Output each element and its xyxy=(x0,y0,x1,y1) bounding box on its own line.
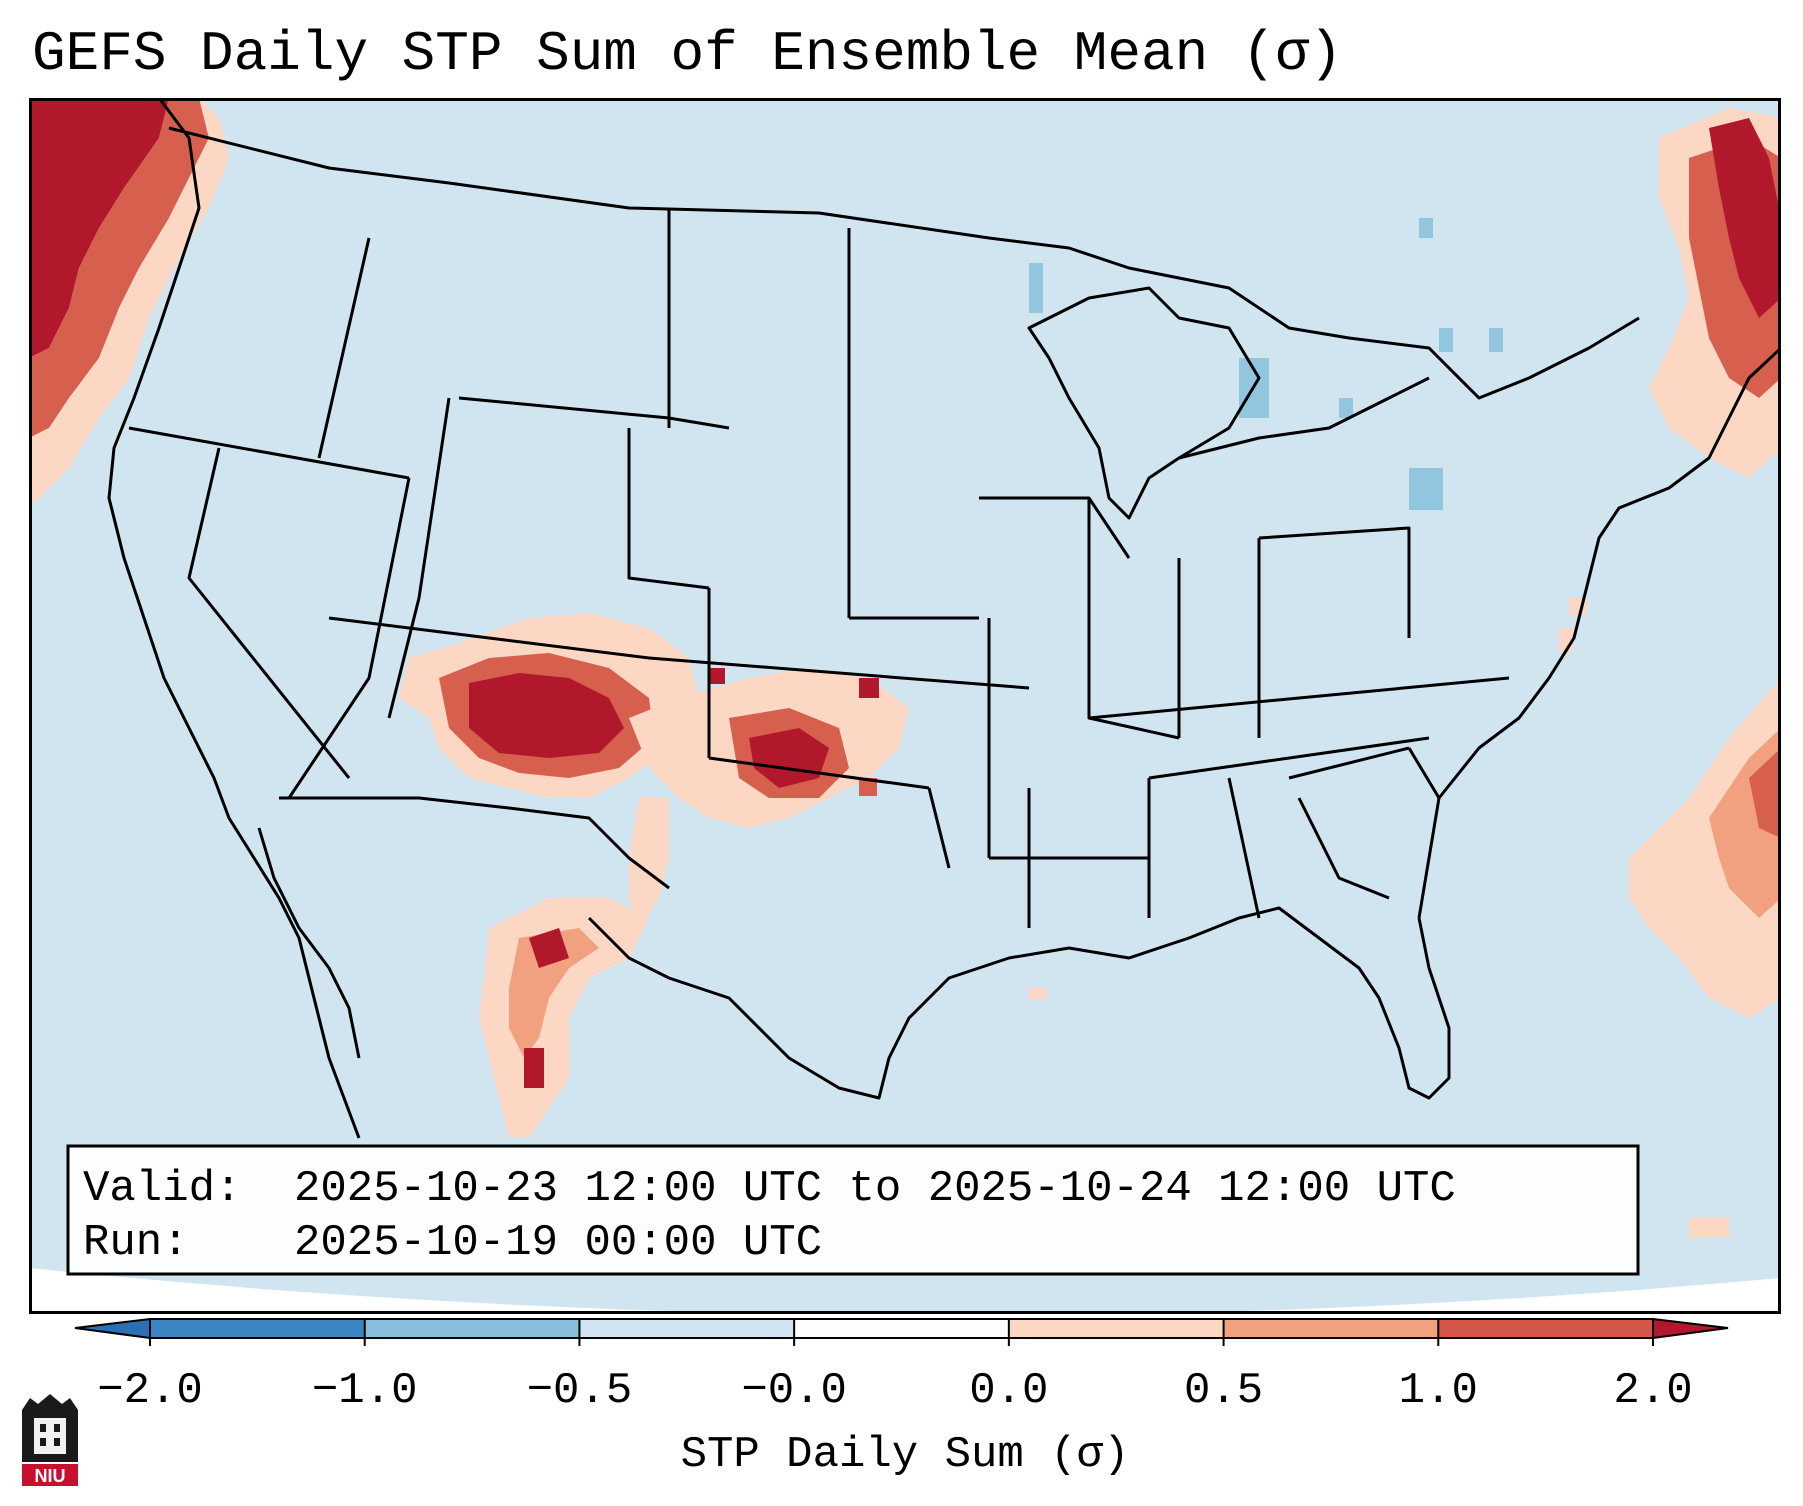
anomaly-pacific-nw-mid xyxy=(29,98,209,438)
coastline-east xyxy=(1417,346,1781,919)
anomaly-mexico-high xyxy=(524,928,569,1088)
colorbar-tick-label: −0.0 xyxy=(741,1366,847,1416)
anomaly-negative-cell xyxy=(1029,263,1043,313)
colorbar-under-arrow xyxy=(74,1317,151,1340)
anomaly-cell xyxy=(709,668,725,684)
colorbar-tick-label: −1.0 xyxy=(312,1366,418,1416)
colorbar-tick-label: −0.5 xyxy=(527,1366,633,1416)
info-box: Valid: 2025-10-23 12:00 UTC to 2025-10-2… xyxy=(66,1144,1640,1276)
colorbar-over-arrow xyxy=(1652,1317,1729,1340)
colorbar-bin xyxy=(364,1319,580,1338)
colorbar-label: STP Daily Sum (σ) xyxy=(681,1430,1130,1480)
anomaly-four-corners-high xyxy=(469,673,624,758)
run-value: 2025-10-19 00:00 UTC xyxy=(294,1218,822,1268)
state-lines-south xyxy=(989,746,1441,928)
niu-logo-band xyxy=(22,1464,78,1486)
anomaly-negative-cell xyxy=(1409,468,1443,510)
colorbar-tick-label: 0.0 xyxy=(969,1366,1048,1416)
anomaly-cell xyxy=(1689,1218,1729,1238)
state-lines-plains xyxy=(648,208,1030,869)
niu-logo-text: NIU xyxy=(35,1466,66,1486)
colorbar-bin xyxy=(1008,1319,1225,1338)
valid-value: 2025-10-23 12:00 UTC to 2025-10-24 12:00… xyxy=(294,1164,1456,1214)
anomaly-pacific-nw-low xyxy=(29,98,229,508)
stp-map[interactable]: Valid: 2025-10-23 12:00 UTC to 2025-10-2… xyxy=(29,98,1781,1314)
coastline-gulf xyxy=(587,906,1451,1100)
colorbar-tick-label: 1.0 xyxy=(1399,1366,1478,1416)
colorbar-bin xyxy=(150,1319,366,1338)
coastline-baja xyxy=(257,827,361,1059)
map-boundaries xyxy=(107,98,1781,1139)
stp-field xyxy=(29,98,1781,1238)
anomaly-negative-cell xyxy=(1419,218,1433,238)
anomaly-maritimes-high xyxy=(1709,118,1781,318)
colorbar-tick-label: 2.0 xyxy=(1613,1366,1692,1416)
anomaly-mexico-trail xyxy=(629,798,669,928)
anomaly-negative-cell xyxy=(1339,398,1353,418)
colorbar-bin xyxy=(794,1319,1010,1338)
state-lines-midwest xyxy=(979,496,1510,780)
niu-logo: NIU xyxy=(22,1394,78,1486)
projection-edge xyxy=(29,1268,1781,1314)
map-frame xyxy=(29,98,1781,1314)
anomaly-negative-cell xyxy=(1489,328,1503,352)
colorbar-tick-label: −2.0 xyxy=(97,1366,203,1416)
anomaly-atlantic-low xyxy=(1629,678,1781,1018)
border-canada xyxy=(168,126,1640,400)
anomaly-atlantic-high xyxy=(1749,748,1781,838)
border-mexico xyxy=(279,796,670,890)
colorbar-bin xyxy=(1223,1319,1439,1338)
map-panel[interactable]: Valid: 2025-10-23 12:00 UTC to 2025-10-2… xyxy=(29,98,1781,1314)
colorbar-bins xyxy=(150,1319,1654,1338)
colorbar-ticks: −2.0 −1.0 −0.5 −0.0 0.0 0.5 1.0 2.0 xyxy=(97,1319,1693,1416)
info-box-frame xyxy=(66,1144,1640,1276)
anomaly-negative-cell xyxy=(1439,328,1453,352)
colorbar-bin xyxy=(579,1319,795,1338)
anomaly-mexico-mid xyxy=(509,928,599,1058)
colorbar: −2.0 −1.0 −0.5 −0.0 0.0 0.5 1.0 2.0 STP Daily S… xyxy=(74,1317,1729,1480)
anomaly-cell xyxy=(859,778,877,796)
colorbar-bin xyxy=(1438,1319,1654,1338)
university-tower-icon xyxy=(22,1394,78,1462)
map-title: GEFS Daily STP Sum of Ensemble Mean (σ) xyxy=(32,22,1343,86)
valid-label: Valid: xyxy=(83,1164,241,1214)
anomaly-cell xyxy=(1029,988,1047,1000)
colorbar-tick-label: 0.5 xyxy=(1184,1366,1263,1416)
great-lakes xyxy=(1027,286,1430,520)
coastline-west xyxy=(107,98,361,1139)
run-label: Run: xyxy=(83,1218,189,1268)
anomaly-cell xyxy=(859,678,879,698)
